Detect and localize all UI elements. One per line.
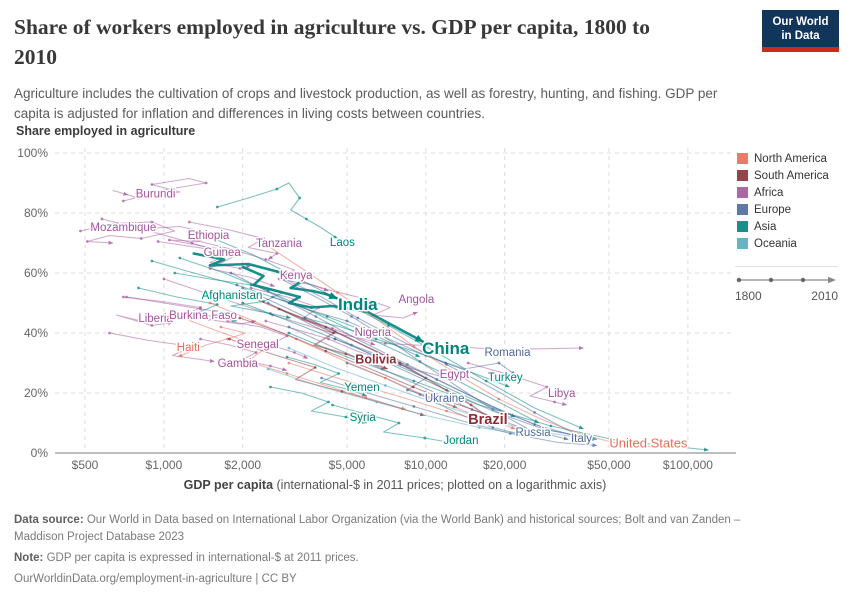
svg-text:80%: 80% — [24, 206, 48, 220]
svg-text:China: China — [422, 339, 470, 358]
svg-text:Brazil: Brazil — [468, 412, 508, 428]
chart-subtitle: Agriculture includes the cultivation of … — [14, 86, 718, 121]
svg-text:Romania: Romania — [484, 347, 531, 359]
timeline-arrow — [736, 276, 836, 284]
owid-logo[interactable]: Our World in Data — [762, 10, 839, 47]
svg-text:Laos: Laos — [330, 237, 355, 249]
svg-text:$1,000: $1,000 — [146, 458, 183, 472]
legend-label: North America — [754, 152, 827, 165]
legend-label: Africa — [754, 186, 784, 199]
svg-text:Gambia: Gambia — [218, 358, 259, 370]
svg-text:Haiti: Haiti — [177, 342, 200, 354]
svg-text:Jordan: Jordan — [443, 435, 478, 447]
x-axis-title-bold: GDP per capita — [183, 478, 274, 492]
legend-swatch-oceania — [737, 238, 748, 249]
legend-label: South America — [754, 169, 829, 182]
svg-text:40%: 40% — [24, 326, 48, 340]
legend-item-oceania[interactable]: Oceania — [737, 235, 829, 252]
x-axis-title: GDP per capita (international-$ in 2011 … — [55, 478, 735, 492]
page-title: Share of workers employed in agriculture… — [14, 15, 651, 69]
svg-text:Egypt: Egypt — [440, 369, 470, 381]
svg-text:Ukraine: Ukraine — [425, 393, 465, 405]
svg-text:Burundi: Burundi — [136, 189, 176, 201]
svg-text:Bolivia: Bolivia — [355, 353, 397, 367]
legend-item-north-america[interactable]: North America — [737, 150, 829, 167]
legend-label: Oceania — [754, 237, 797, 250]
note-line: Note: GDP per capita is expressed in int… — [14, 552, 359, 564]
data-source-line: Data source: Our World in Data based on … — [14, 514, 741, 543]
legend-item-asia[interactable]: Asia — [737, 218, 829, 235]
svg-text:100%: 100% — [17, 146, 48, 160]
timeline-end: 2010 — [811, 289, 838, 303]
timeline-separator — [735, 266, 838, 267]
svg-text:India: India — [338, 295, 378, 314]
svg-text:Italy: Italy — [571, 433, 592, 445]
svg-text:Syria: Syria — [350, 412, 377, 424]
svg-text:Mozambique: Mozambique — [90, 222, 156, 234]
svg-text:0%: 0% — [31, 446, 49, 460]
legend-item-europe[interactable]: Europe — [737, 201, 829, 218]
legend-item-south-america[interactable]: South America — [737, 167, 829, 184]
svg-text:$50,000: $50,000 — [587, 458, 631, 472]
svg-text:20%: 20% — [24, 386, 48, 400]
svg-text:Burkina Faso: Burkina Faso — [169, 310, 237, 322]
svg-text:Liberia: Liberia — [138, 313, 173, 325]
svg-text:$10,000: $10,000 — [404, 458, 448, 472]
legend-swatch-europe — [737, 204, 748, 215]
svg-text:60%: 60% — [24, 266, 48, 280]
legend-swatch-south-america — [737, 170, 748, 181]
svg-text:Afghanistan: Afghanistan — [202, 290, 263, 302]
svg-text:Ethiopia: Ethiopia — [188, 230, 230, 242]
x-axis-title-rest: (international-$ in 2011 prices; plotted… — [273, 478, 607, 492]
y-axis-title: Share employed in agriculture — [16, 124, 196, 138]
svg-text:$2,000: $2,000 — [224, 458, 261, 472]
owid-logo-bar — [762, 47, 839, 52]
svg-text:Kenya: Kenya — [280, 270, 313, 282]
legend-swatch-north-america — [737, 153, 748, 164]
svg-text:Libya: Libya — [548, 388, 576, 400]
svg-text:$100,000: $100,000 — [663, 458, 713, 472]
legend-swatch-africa — [737, 187, 748, 198]
legend-label: Asia — [754, 220, 777, 233]
timeline-start: 1800 — [735, 289, 762, 303]
timeline-labels: 1800 2010 — [735, 289, 838, 303]
chart-footer: Data source: Our World in Data based on … — [14, 512, 836, 588]
continent-legend: North America South America Africa Europ… — [737, 150, 829, 252]
svg-text:Tanzania: Tanzania — [256, 238, 303, 250]
svg-text:Nigeria: Nigeria — [355, 327, 392, 339]
svg-text:Turkey: Turkey — [488, 372, 523, 384]
svg-text:United States: United States — [609, 436, 688, 451]
svg-text:Guinea: Guinea — [204, 247, 242, 259]
svg-text:$5,000: $5,000 — [329, 458, 366, 472]
canonical-url[interactable]: OurWorldinData.org/employment-in-agricul… — [14, 573, 297, 585]
svg-text:$20,000: $20,000 — [483, 458, 527, 472]
svg-text:$500: $500 — [72, 458, 99, 472]
svg-text:Angola: Angola — [398, 294, 434, 306]
legend-label: Europe — [754, 203, 792, 216]
svg-text:Senegal: Senegal — [236, 339, 278, 351]
svg-text:Russia: Russia — [516, 427, 552, 439]
svg-text:Yemen: Yemen — [344, 382, 379, 394]
legend-item-africa[interactable]: Africa — [737, 184, 829, 201]
legend-swatch-asia — [737, 221, 748, 232]
